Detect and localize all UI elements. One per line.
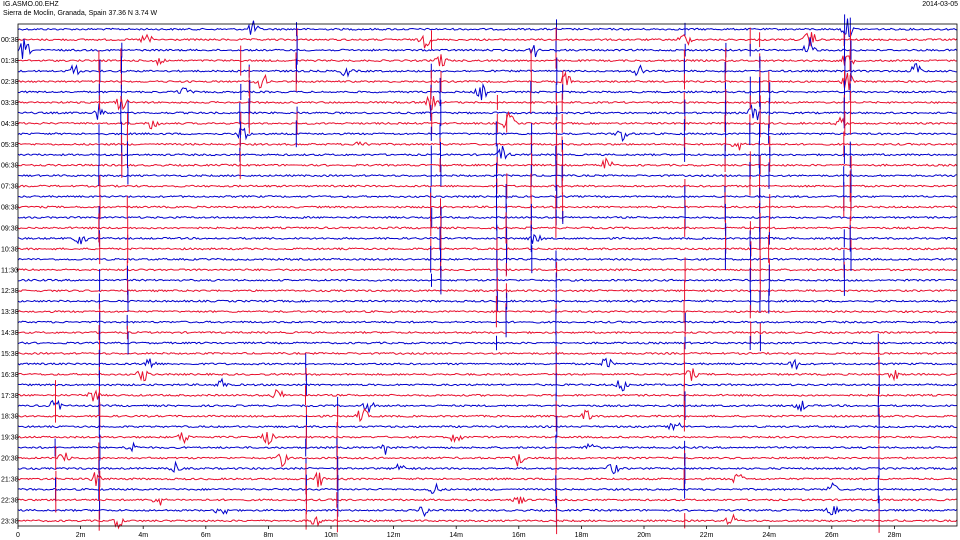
trace-line bbox=[17, 299, 958, 303]
y-tick-label: 03:30 bbox=[1, 100, 19, 107]
x-tick-label: 12m bbox=[387, 532, 401, 539]
trace-line bbox=[17, 233, 958, 245]
trace-line bbox=[17, 351, 958, 355]
x-tick-label: 26m bbox=[825, 532, 839, 539]
x-tick-label: 20m bbox=[637, 532, 651, 539]
trace-line bbox=[17, 431, 958, 446]
station-id: IG.ASMO.00.EHZ bbox=[3, 1, 59, 8]
trace-line bbox=[17, 226, 958, 230]
trace-line bbox=[17, 54, 958, 67]
y-tick-label: 14:30 bbox=[1, 330, 19, 337]
station-location: Sierra de Moclin, Granada, Spain 37.36 N… bbox=[3, 10, 158, 17]
trace-line bbox=[17, 127, 958, 143]
y-tick-label: 01:30 bbox=[1, 58, 19, 65]
x-axis-labels: 0 2m 4m 6m 8m 10m 12m 14m 16m 18m 20m 22m 24m 26m 28m bbox=[16, 526, 901, 539]
trace-line bbox=[17, 103, 958, 121]
y-tick-label: 08:30 bbox=[1, 205, 19, 212]
trace-line bbox=[17, 110, 958, 130]
y-tick-label: 15:30 bbox=[1, 351, 19, 358]
x-tick-label: 18m bbox=[575, 532, 589, 539]
trace-line bbox=[17, 205, 958, 209]
y-tick-label: 16:30 bbox=[1, 372, 19, 379]
trace-line bbox=[17, 471, 958, 488]
trace-line bbox=[17, 408, 958, 423]
trace-line bbox=[17, 63, 958, 78]
trace-line bbox=[17, 357, 958, 370]
trace-line bbox=[17, 341, 958, 345]
trace-line bbox=[17, 95, 958, 112]
y-tick-label: 00:30 bbox=[1, 37, 19, 44]
x-tick-label: 2m bbox=[76, 532, 86, 539]
trace-line bbox=[17, 37, 958, 59]
y-tick-label: 06:30 bbox=[1, 163, 19, 170]
trace-line bbox=[17, 32, 958, 49]
record-date: 2014-03-05 bbox=[922, 1, 958, 8]
x-tick-label: 14m bbox=[449, 532, 463, 539]
trace-line bbox=[17, 174, 958, 178]
x-tick-label: 0 bbox=[16, 532, 20, 539]
trace-line bbox=[17, 441, 958, 455]
trace-line bbox=[17, 278, 958, 282]
y-tick-label: 20:30 bbox=[1, 456, 19, 463]
trace-line bbox=[17, 330, 958, 335]
trace-line bbox=[17, 422, 958, 432]
plot-frame bbox=[17, 23, 958, 527]
trace-line bbox=[17, 257, 958, 261]
trace-line bbox=[17, 505, 958, 518]
y-tick-label: 04:30 bbox=[1, 121, 19, 128]
seismic-traces bbox=[17, 18, 958, 530]
x-tick-label: 22m bbox=[700, 532, 714, 539]
y-tick-label: 19:30 bbox=[1, 435, 19, 442]
y-axis-labels: 00:30 01:30 02:30 03:30 04:30 05:30 06:30 07:30… bbox=[1, 37, 19, 525]
plot-border bbox=[17, 23, 958, 527]
x-tick-label: 16m bbox=[512, 532, 526, 539]
trace-line bbox=[17, 145, 958, 160]
y-tick-label: 09:30 bbox=[1, 225, 19, 232]
trace-line bbox=[17, 184, 958, 188]
trace-line bbox=[18, 389, 958, 402]
trace-line bbox=[17, 141, 958, 151]
trace-line bbox=[17, 460, 958, 475]
y-tick-label: 21:30 bbox=[1, 476, 19, 483]
y-tick-label: 23:30 bbox=[1, 518, 19, 525]
trace-line bbox=[17, 82, 958, 101]
y-tick-label: 10:30 bbox=[1, 246, 19, 253]
trace-line bbox=[17, 18, 958, 37]
trace-line bbox=[17, 482, 958, 495]
trace-line bbox=[17, 513, 958, 530]
y-tick-label: 11:30 bbox=[1, 267, 18, 274]
x-tick-label: 6m bbox=[201, 532, 211, 539]
trace-line bbox=[17, 452, 958, 468]
trace-line bbox=[17, 496, 958, 506]
trace-line bbox=[17, 268, 958, 272]
y-tick-label: 05:30 bbox=[1, 142, 19, 149]
trace-line bbox=[17, 247, 958, 251]
x-tick-label: 8m bbox=[264, 532, 274, 539]
x-tick-label: 28m bbox=[888, 532, 902, 539]
trace-line bbox=[17, 310, 958, 314]
trace-line bbox=[17, 320, 958, 324]
x-tick-label: 24m bbox=[762, 532, 776, 539]
y-tick-label: 07:30 bbox=[1, 184, 19, 191]
x-tick-label: 4m bbox=[138, 532, 148, 539]
trace-line bbox=[17, 157, 958, 169]
trace-line bbox=[17, 71, 958, 90]
trace-line bbox=[17, 215, 958, 220]
y-tick-label: 22:30 bbox=[1, 497, 19, 504]
trace-line bbox=[17, 368, 958, 382]
y-tick-label: 13:30 bbox=[1, 309, 19, 316]
trace-line bbox=[17, 194, 958, 199]
x-tick-label: 10m bbox=[324, 532, 338, 539]
y-tick-label: 12:30 bbox=[1, 288, 19, 295]
y-tick-label: 02:30 bbox=[1, 79, 19, 86]
y-tick-label: 17:30 bbox=[1, 393, 19, 400]
trace-line bbox=[17, 289, 958, 293]
y-tick-label: 18:30 bbox=[1, 414, 19, 421]
trace-line bbox=[17, 399, 958, 413]
trace-line bbox=[17, 377, 958, 392]
spike-marks bbox=[54, 14, 880, 535]
